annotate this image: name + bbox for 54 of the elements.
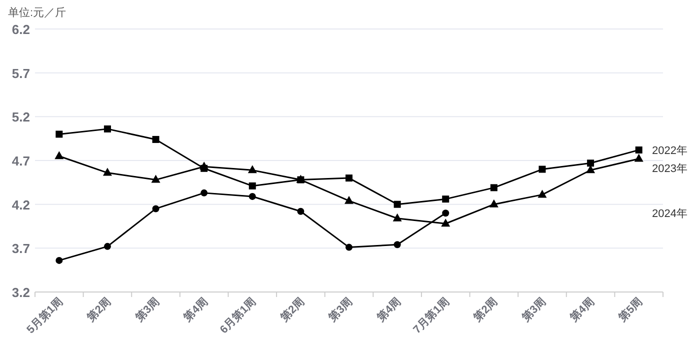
- point: [392, 213, 402, 222]
- y-tick-label: 3.2: [12, 285, 30, 300]
- point: [56, 130, 63, 138]
- x-tick-label: 第2周: [84, 294, 114, 325]
- point: [151, 174, 160, 183]
- point: [102, 168, 112, 176]
- point: [56, 256, 63, 264]
- point: [248, 192, 256, 200]
- point: [489, 199, 498, 208]
- x-tick-label: 第3周: [132, 294, 162, 325]
- point: [200, 189, 208, 196]
- y-tick-label: 4.2: [12, 197, 30, 212]
- x-tick-label: 第3周: [518, 294, 548, 325]
- point: [538, 166, 546, 173]
- x-tick-label: 第5周: [615, 294, 645, 325]
- text: 2024年: [652, 208, 688, 220]
- point: [346, 244, 352, 251]
- point: [394, 241, 401, 248]
- point: [394, 200, 401, 208]
- point: [441, 218, 450, 227]
- point: [635, 146, 642, 154]
- point: [490, 184, 498, 192]
- point: [248, 165, 257, 174]
- y-tick-label: 4.7: [12, 154, 30, 168]
- x-tick-label: 6月第1周: [217, 294, 259, 336]
- x-tick-label: 第4周: [566, 294, 597, 325]
- point: [297, 208, 304, 215]
- y-tick-label: 5.7: [12, 66, 30, 81]
- x-tick-label: 第2周: [277, 294, 307, 325]
- point: [634, 154, 644, 162]
- point: [346, 174, 352, 182]
- point: [248, 182, 256, 190]
- x-tick-label: 第3周: [325, 294, 356, 325]
- point: [442, 196, 450, 203]
- point: [587, 160, 594, 167]
- x-tick-label: 第4周: [374, 294, 404, 325]
- x-tick-label: 第4周: [180, 294, 210, 325]
- point: [152, 136, 160, 143]
- y-tick-label: 3.7: [12, 241, 30, 256]
- y-axis-title: 单位:元／斤: [8, 6, 66, 19]
- x-tick-label: 7月第1周: [410, 294, 452, 336]
- point: [104, 242, 111, 250]
- point: [54, 151, 64, 160]
- y-tick-label: 6.2: [12, 22, 30, 37]
- point: [200, 164, 208, 172]
- point: [152, 205, 160, 212]
- point: [538, 190, 547, 198]
- series-label: 2022年: [652, 144, 688, 157]
- x-tick-label: 第2周: [470, 294, 500, 325]
- y-tick-label: 5.2: [12, 110, 30, 125]
- point: [344, 196, 354, 204]
- series-label: 2023年: [652, 162, 688, 175]
- point: [104, 125, 111, 132]
- point: [442, 210, 450, 217]
